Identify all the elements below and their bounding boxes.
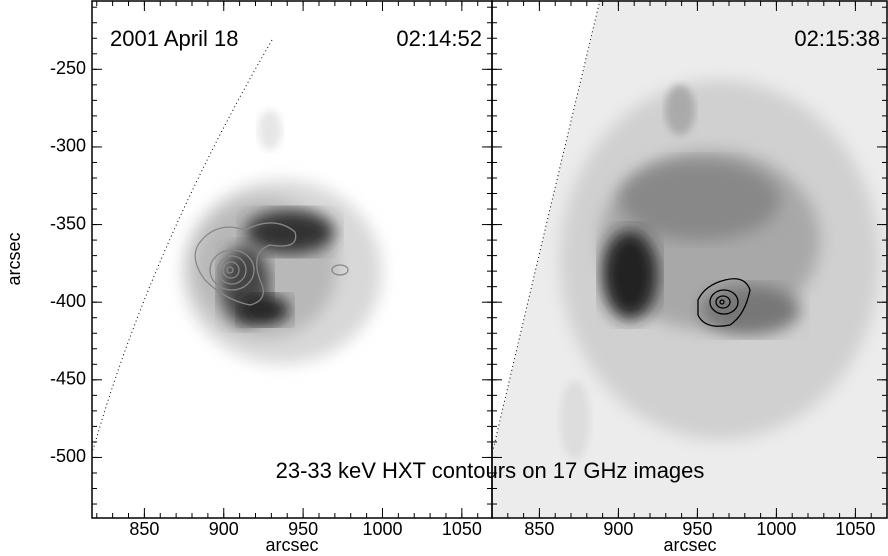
x-tick-label: 900 xyxy=(603,519,633,539)
x-tick-label: 950 xyxy=(682,519,712,539)
right-image xyxy=(492,0,888,518)
y-tick-label: -450 xyxy=(50,369,86,389)
x-axis-label: arcsec xyxy=(663,535,716,555)
x-tick-label: 850 xyxy=(129,519,159,539)
time-label: 02:15:38 xyxy=(794,26,880,51)
y-tick-label: -300 xyxy=(50,136,86,156)
x-tick-label: 1000 xyxy=(362,519,402,539)
caption: 23-33 keV HXT contours on 17 GHz images xyxy=(276,458,705,483)
y-tick-label: -500 xyxy=(50,446,86,466)
x-tick-label: 850 xyxy=(524,519,554,539)
date-label: 2001 April 18 xyxy=(110,26,238,51)
panel-frame xyxy=(491,0,888,519)
left-image xyxy=(92,39,382,451)
x-tick-label: 900 xyxy=(209,519,239,539)
x-tick-label: 950 xyxy=(288,519,318,539)
x-tick-label: 1050 xyxy=(442,519,482,539)
y-tick-label: -250 xyxy=(50,58,86,78)
x-tick-label: 1000 xyxy=(756,519,796,539)
x-tick-label: 1050 xyxy=(835,519,875,539)
y-tick-label: -400 xyxy=(50,291,86,311)
time-label: 02:14:52 xyxy=(396,26,482,51)
x-axis-label: arcsec xyxy=(265,535,318,555)
y-tick-label: -350 xyxy=(50,213,86,233)
y-axis-label: arcsec xyxy=(4,232,24,285)
